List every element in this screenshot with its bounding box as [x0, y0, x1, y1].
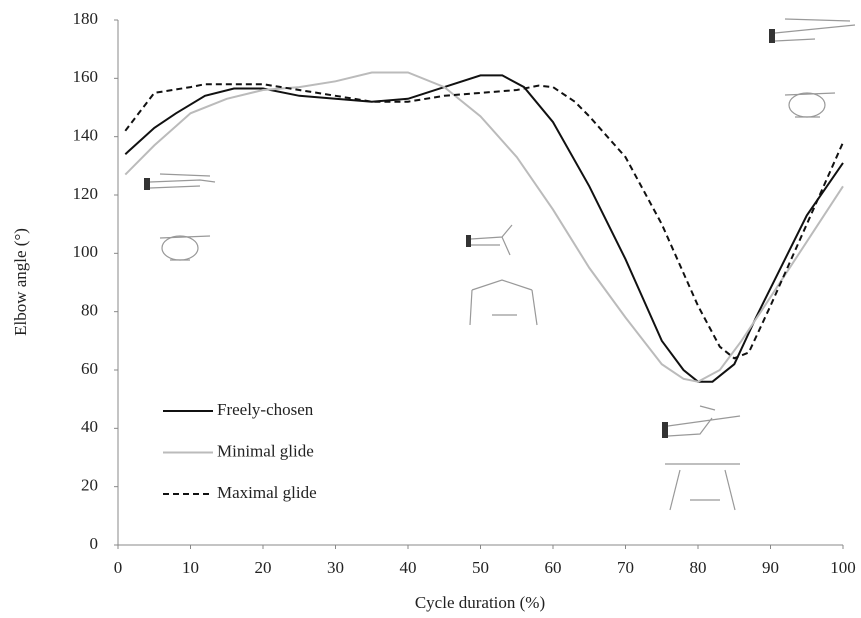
x-tick-label: 90	[762, 558, 779, 577]
x-tick-label: 40	[400, 558, 417, 577]
x-tick-label: 30	[327, 558, 344, 577]
y-tick-label: 140	[73, 126, 99, 145]
y-tick-label: 80	[81, 301, 98, 320]
y-tick-label: 40	[81, 417, 98, 436]
x-tick-label: 50	[472, 558, 489, 577]
y-tick-label: 160	[73, 67, 99, 86]
series-line	[124, 74, 844, 383]
x-tick-label: 20	[255, 558, 272, 577]
x-tick-label: 70	[617, 558, 634, 577]
illustration	[144, 173, 216, 261]
legend-label: Freely-chosen	[217, 400, 314, 419]
y-tick-label: 180	[73, 9, 99, 28]
x-tick-label: 10	[182, 558, 199, 577]
swimmer-illustrations	[144, 18, 856, 511]
y-axis-label: Elbow angle (°)	[11, 228, 30, 336]
y-tick-label: 100	[73, 242, 99, 261]
y-tick-label: 120	[73, 184, 99, 203]
x-axis-label: Cycle duration (%)	[415, 593, 545, 612]
illustration	[662, 405, 741, 511]
legend-label: Minimal glide	[217, 441, 314, 460]
y-tick-label: 60	[81, 359, 98, 378]
illustration	[769, 18, 856, 118]
legend-label: Maximal glide	[217, 483, 317, 502]
illustration	[466, 224, 538, 326]
y-tick-label: 0	[90, 534, 99, 553]
y-tick-label: 20	[81, 476, 98, 495]
series-line	[124, 83, 844, 360]
x-tick-label: 80	[690, 558, 707, 577]
x-tick-label: 0	[114, 558, 123, 577]
x-tick-label: 60	[545, 558, 562, 577]
series-line	[124, 71, 844, 383]
x-tick-label: 100	[830, 558, 856, 577]
